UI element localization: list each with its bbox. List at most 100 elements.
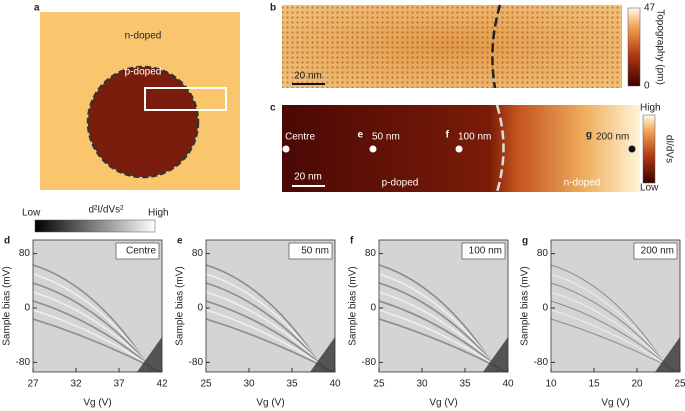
scale-label: 20 nm <box>294 172 322 183</box>
x-tick-label: 30 <box>243 379 255 390</box>
boundary <box>495 104 505 193</box>
panel-label: 100 nm <box>469 246 502 257</box>
x-axis-label: Vg (V) <box>601 398 629 409</box>
colorbar <box>34 219 156 233</box>
x-tick-label: 40 <box>329 379 341 390</box>
spectrum-map <box>206 240 335 372</box>
panel-letter: c <box>270 103 276 114</box>
y-tick-label: 0 <box>542 303 548 314</box>
colorbar-min: 0 <box>644 81 650 92</box>
panel-label: Centre <box>126 246 156 257</box>
panel-label: 50 nm <box>301 246 329 257</box>
point-label: Centre <box>285 132 315 143</box>
point-letter: e <box>357 130 363 141</box>
y-axis-label: Sample bias (mV) <box>520 266 531 345</box>
spectra: d Centre 27 32 37 42 80 0 -80 Vg (V) Sample bias (… <box>2 236 685 409</box>
frame <box>378 239 509 373</box>
fringe <box>32 300 159 373</box>
label-box <box>461 242 506 260</box>
fringe <box>550 291 675 373</box>
y-tick-label: -80 <box>534 357 549 368</box>
y-tick-label: -80 <box>362 357 377 368</box>
colorbar <box>627 7 641 87</box>
region-label: n-doped <box>125 31 162 42</box>
colorbar-low: Low <box>22 208 41 219</box>
region-label: p-doped <box>382 178 419 189</box>
frame <box>32 239 163 373</box>
point-label: 100 nm <box>458 132 491 143</box>
label-box <box>633 242 678 260</box>
location-dot <box>628 145 636 153</box>
scan-box <box>144 87 227 111</box>
panel-letter: a <box>34 3 40 14</box>
colorbar-label: Topography (pm) <box>654 9 665 85</box>
label-box <box>115 242 160 260</box>
colorbar-low: Low <box>640 183 659 194</box>
location-dot <box>455 145 463 153</box>
frame <box>550 239 681 373</box>
spectrum-map <box>33 240 162 372</box>
y-tick-label: 80 <box>19 248 31 259</box>
x-tick-label: 25 <box>373 379 385 390</box>
x-tick-label: 30 <box>416 379 428 390</box>
lattice <box>282 5 622 88</box>
y-tick-label: -80 <box>189 357 204 368</box>
location-dot <box>282 145 290 153</box>
point-letter: f <box>446 130 450 141</box>
y-axis-label: Sample bias (mV) <box>348 266 359 345</box>
panel-letter: b <box>270 3 276 14</box>
dark-region <box>655 337 680 372</box>
colorbar-label: dI/dVs <box>663 135 674 163</box>
x-axis-label: Vg (V) <box>83 398 111 409</box>
panel-letter: g <box>522 236 528 247</box>
panel-label: 200 nm <box>641 246 674 257</box>
x-tick-label: 27 <box>27 379 39 390</box>
colorbar-high: High <box>148 208 169 219</box>
scale-label: 20 nm <box>294 71 322 82</box>
p-region <box>86 65 200 179</box>
y-tick-label: 80 <box>537 248 549 259</box>
dark-region <box>310 337 335 372</box>
panel-letter: d <box>4 236 10 247</box>
x-tick-label: 10 <box>545 379 557 390</box>
fringe <box>550 300 677 373</box>
spectrum-map <box>551 240 680 372</box>
x-tick-label: 15 <box>588 379 600 390</box>
x-tick-label: 25 <box>674 379 685 390</box>
x-tick-label: 37 <box>113 379 125 390</box>
colorbar-label: d²I/dVs² <box>88 205 124 216</box>
x-axis-label: Vg (V) <box>429 398 457 409</box>
x-tick-label: 42 <box>156 379 168 390</box>
fringe <box>378 300 505 373</box>
frame <box>205 239 336 373</box>
y-axis-label: Sample bias (mV) <box>175 266 186 345</box>
region-label: n-doped <box>564 178 601 189</box>
fringe <box>205 300 332 373</box>
point-label: 50 nm <box>372 132 400 143</box>
y-tick-label: -80 <box>16 357 31 368</box>
y-tick-label: 80 <box>192 248 204 259</box>
location-dot <box>369 145 377 153</box>
y-axis-label: Sample bias (mV) <box>2 266 13 345</box>
y-tick-label: 0 <box>370 303 376 314</box>
panel-letter: e <box>177 236 183 247</box>
point-label: 200 nm <box>596 132 629 143</box>
boundary <box>491 4 502 89</box>
x-tick-label: 20 <box>631 379 643 390</box>
label-box <box>288 242 333 260</box>
colorbar <box>642 114 656 184</box>
fringe <box>550 282 674 373</box>
y-tick-label: 0 <box>24 303 30 314</box>
point-letter: d <box>270 130 276 141</box>
spectrum-map <box>379 240 508 372</box>
dark-region <box>483 337 508 372</box>
colorbar-max: 47 <box>644 3 656 14</box>
point-letter: g <box>586 130 592 141</box>
y-tick-label: 80 <box>365 248 377 259</box>
dark-region <box>137 337 162 372</box>
panel-letter: f <box>350 236 354 247</box>
x-tick-label: 32 <box>70 379 82 390</box>
y-tick-label: 0 <box>197 303 203 314</box>
colorbar-high: High <box>640 103 661 114</box>
region-label: p-doped <box>125 67 162 78</box>
